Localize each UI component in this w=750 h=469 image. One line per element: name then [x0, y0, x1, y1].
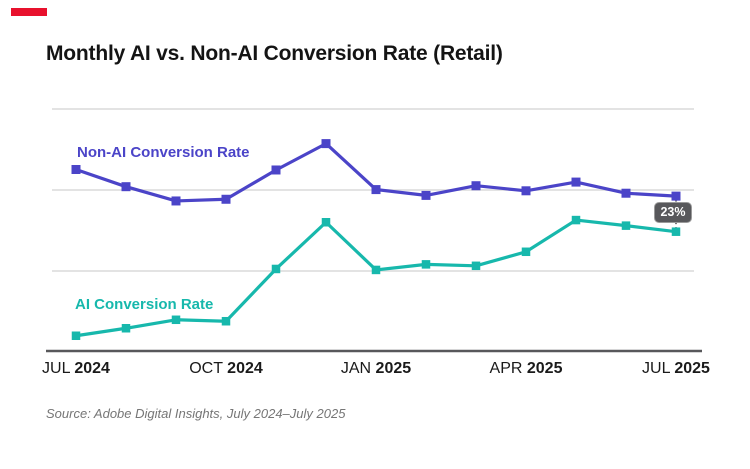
brand-accent-bar	[11, 8, 47, 16]
gap-callout-badge: 23%	[654, 202, 692, 223]
ai-series-line	[75, 218, 677, 338]
non-ai-data-point	[421, 190, 431, 200]
ai-data-point	[671, 227, 681, 236]
x-tick-label: APR 2025	[490, 360, 563, 378]
non-ai-data-point	[271, 165, 281, 175]
ai-data-point	[421, 260, 431, 269]
non-ai-data-point	[521, 186, 531, 196]
x-tick-month: JAN	[340, 360, 376, 377]
non-ai-data-point	[371, 185, 381, 195]
x-tick-year: 2025	[526, 360, 563, 377]
ai-data-point	[221, 316, 231, 326]
x-tick-year: 2025	[375, 360, 412, 377]
non-ai-data-point	[671, 191, 681, 201]
x-tick-label: OCT 2024	[189, 360, 263, 378]
non-ai-data-point	[571, 177, 581, 187]
x-tick-year: 2024	[74, 360, 110, 377]
legend-label-non-ai: Non-AI Conversion Rate	[77, 144, 250, 161]
x-tick-label: JAN 2025	[341, 360, 411, 378]
ai-data-point	[171, 315, 181, 325]
ai-data-point	[71, 331, 81, 341]
x-tick-year: 2024	[227, 360, 263, 377]
non-ai-data-point	[471, 181, 481, 191]
x-tick-month: JUL	[642, 360, 675, 377]
x-tick-month: OCT	[189, 360, 228, 377]
x-tick-year: 2025	[674, 360, 710, 377]
ai-data-point	[271, 264, 281, 274]
non-ai-data-point	[221, 194, 231, 204]
ai-data-point	[371, 265, 381, 275]
ai-data-point	[521, 247, 531, 257]
non-ai-data-point	[71, 165, 81, 174]
ai-data-point	[121, 324, 131, 333]
legend-label-ai: AI Conversion Rate	[75, 296, 214, 313]
ai-data-point	[321, 218, 331, 227]
x-tick-label: JUL 2024	[42, 360, 110, 378]
x-tick-label: JUL 2025	[642, 360, 710, 378]
ai-data-point	[471, 261, 481, 271]
non-ai-data-point	[121, 182, 131, 192]
x-tick-month: APR	[489, 360, 527, 377]
non-ai-data-point	[621, 188, 631, 198]
x-tick-month: JUL	[42, 360, 75, 377]
chart-title: Monthly AI vs. Non-AI Conversion Rate (R…	[46, 42, 503, 65]
ai-data-point	[571, 215, 581, 225]
source-attribution: Source: Adobe Digital Insights, July 202…	[46, 406, 346, 421]
non-ai-data-point	[171, 196, 181, 206]
ai-data-point	[621, 221, 631, 230]
non-ai-data-point	[321, 139, 331, 149]
